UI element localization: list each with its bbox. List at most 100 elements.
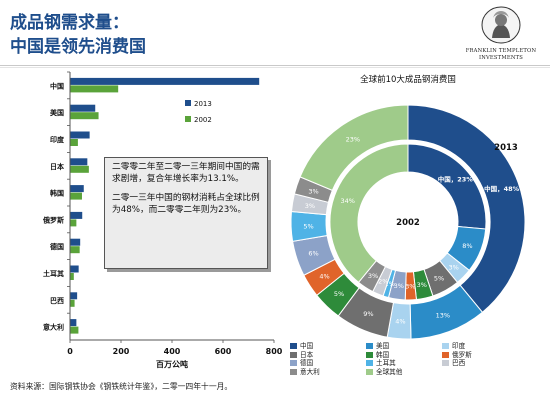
donut-outer-slice-label: 4% <box>395 318 405 326</box>
donut-outer-slice <box>407 104 526 313</box>
donut-legend-label: 全球其他 <box>376 367 403 376</box>
logo-text-line2: INVESTMENTS <box>479 54 523 61</box>
bar-2002 <box>70 192 82 200</box>
donut-inner-slice-label: 3% <box>368 272 378 280</box>
bar-2013 <box>70 238 81 246</box>
donut-inner-slice-label: 中国，23% <box>438 174 474 183</box>
donut-legend-item: 中国 <box>290 342 313 350</box>
company-logo: FRANKLIN TEMPLETON INVESTMENTS <box>458 6 544 61</box>
donut-legend-item: 全球其他 <box>366 368 402 376</box>
donut-inner-slice-label: 5% <box>434 274 444 282</box>
donut-legend-swatch <box>366 343 373 349</box>
bar-category-label: 巴西 <box>50 297 64 305</box>
bar-2002 <box>70 85 119 93</box>
bar-2013 <box>70 185 84 193</box>
donut-inner-slice-label: 3% <box>449 263 459 271</box>
note-box: 二零零二年至二零一三年期间中国的需求剧增，复合年增长率为13.1%。 二零一三年… <box>104 157 268 269</box>
donut-outer-slice-label: 4% <box>319 273 329 281</box>
source-note: 资料来源：国际钢铁协会《钢铁统计年鉴》，二零一四年十一月。 <box>10 382 233 391</box>
header-divider-secondary <box>0 67 550 68</box>
bar-2013 <box>70 292 78 300</box>
bar-x-tick-label: 400 <box>164 347 181 356</box>
bar-2002 <box>70 326 79 334</box>
donut-inner-slice-label: 1% <box>385 280 395 288</box>
bar-2013 <box>70 158 88 166</box>
bar-legend-swatch-2013 <box>185 100 191 106</box>
donut-outer-slice-label: 5% <box>303 222 313 230</box>
bar-category-label: 印度 <box>50 135 65 144</box>
bar-x-axis-label: 百万公吨 <box>156 359 188 369</box>
bar-category-label: 意大利 <box>43 323 64 332</box>
donut-legend-swatch <box>442 360 449 367</box>
donut-legend-swatch <box>290 368 297 375</box>
donut-inner-slice-label: 3% <box>417 281 427 289</box>
donut-outer-slice-label: 13% <box>436 312 450 320</box>
donut-legend-label: 意大利 <box>300 367 320 376</box>
bar-2002 <box>70 219 77 227</box>
bar-x-tick-label: 200 <box>113 347 130 356</box>
bar-2013 <box>70 211 83 219</box>
donut-legend-swatch <box>366 368 373 375</box>
bar-category-label: 中国 <box>50 81 64 90</box>
donut-legend-label: 美国 <box>376 342 390 350</box>
donut-title: 全球前10大成品钢消费国 <box>360 74 456 85</box>
bar-2002 <box>70 139 78 146</box>
bar-2013 <box>70 131 90 139</box>
donut-legend-swatch <box>290 343 297 349</box>
donut-legend-label: 俄罗斯 <box>452 350 472 359</box>
bar-category-label: 俄罗斯 <box>42 215 64 224</box>
donut-inner-slice-label: 3% <box>405 282 415 290</box>
bar-legend-label-2013: 2013 <box>194 100 212 108</box>
donut-inner-slice <box>329 143 409 284</box>
donut-legend-label: 日本 <box>300 350 314 359</box>
donut-legend-item: 土耳其 <box>366 359 396 367</box>
donut-legend-item: 德国 <box>290 359 313 367</box>
donut-legend-swatch <box>442 351 449 358</box>
donut-outer-ring-label: 2013 <box>494 143 518 153</box>
donut-inner-slice-label: 34% <box>341 197 355 205</box>
bar-2002 <box>70 299 75 307</box>
bar-2013 <box>70 319 77 327</box>
bar-2002 <box>70 165 89 173</box>
donut-outer-slice-label: 6% <box>308 250 318 258</box>
donut-legend-swatch <box>290 360 297 367</box>
bar-2002 <box>70 273 74 280</box>
donut-legend-label: 巴西 <box>452 359 466 368</box>
donut-outer-slice-label: 9% <box>363 310 373 318</box>
donut-outer-slice-label: 5% <box>334 290 344 298</box>
donut-legend-label: 德国 <box>300 359 314 368</box>
bar-x-tick-label: 600 <box>215 347 232 356</box>
donut-inner-slice-label: 8% <box>462 242 472 250</box>
bar-category-label: 德国 <box>50 242 64 251</box>
bar-category-label: 土耳其 <box>43 269 64 278</box>
bar-2013 <box>70 104 96 112</box>
bar-legend-swatch-2002 <box>185 116 191 122</box>
bar-category-label: 美国 <box>50 108 64 117</box>
bar-2002 <box>70 246 80 254</box>
donut-outer-slice-label: 中国，48% <box>484 184 520 193</box>
donut-legend-label: 印度 <box>452 342 466 350</box>
bar-2013 <box>70 265 79 273</box>
donut-legend-swatch <box>366 360 373 367</box>
donut-legend-item: 意大利 <box>290 368 320 376</box>
donut-legend-item: 日本 <box>290 351 313 359</box>
franklin-portrait-icon <box>481 6 521 44</box>
page-subtitle: 中国是领先消费国 <box>10 37 146 57</box>
donut-outer-slice <box>299 104 409 192</box>
donut-outer-slice-label: 3% <box>305 202 315 210</box>
note-paragraph-1: 二零零二年至二零一三年期间中国的需求剧增，复合年增长率为13.1%。 <box>112 162 260 184</box>
donut-outer-slice-label: 3% <box>308 187 318 195</box>
bar-category-label: 日本 <box>50 162 64 171</box>
bar-legend-label-2002: 2002 <box>194 116 212 124</box>
bar-2013 <box>70 77 260 85</box>
page-title: 成品钢需求量： <box>10 13 129 33</box>
donut-legend-label: 韩国 <box>376 350 390 359</box>
bar-x-tick-label: 800 <box>266 347 283 356</box>
donut-legend-label: 土耳其 <box>376 359 396 368</box>
donut-outer-slice-label: 23% <box>346 136 360 144</box>
donut-legend-item: 巴西 <box>442 359 465 367</box>
donut-legend-item: 美国 <box>366 342 389 350</box>
donut-legend-item: 印度 <box>442 342 465 350</box>
donut-legend-swatch <box>442 343 449 349</box>
